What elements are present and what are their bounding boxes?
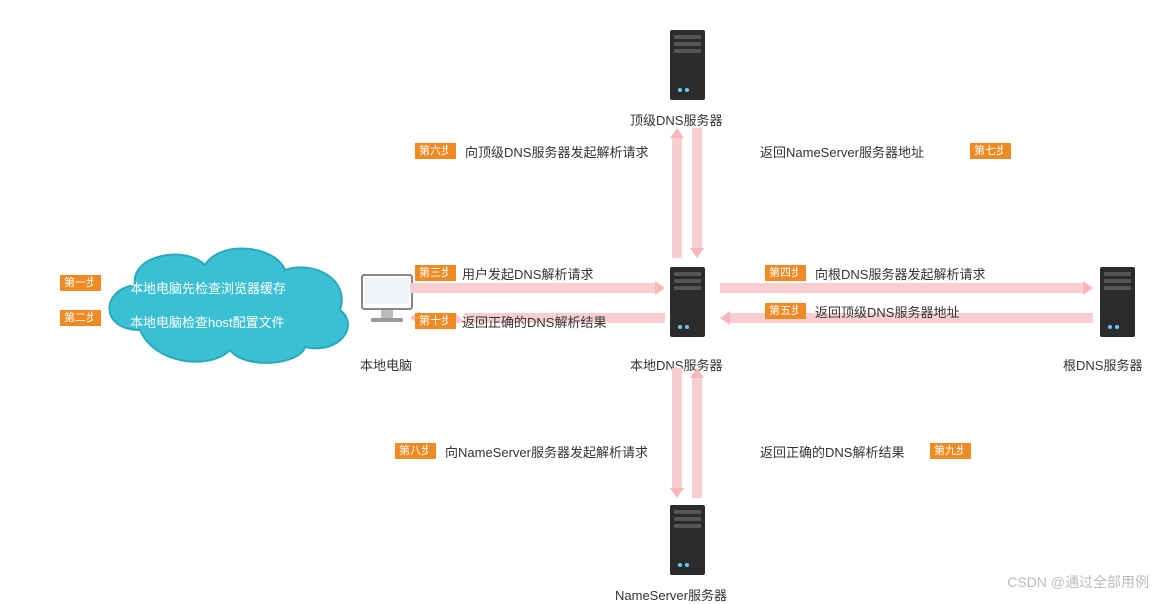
step5-tag: 第五步	[765, 303, 806, 319]
cloud-line-2: 本地电脑检查host配置文件	[130, 312, 285, 331]
step2-tag: 第二步	[60, 310, 101, 326]
step4-tag: 第四步	[765, 265, 806, 281]
step8-text: 向NameServer服务器发起解析请求	[445, 442, 648, 461]
step8-tag: 第八步	[395, 443, 436, 459]
step6-tag: 第六步	[415, 143, 456, 159]
step9-tag: 第九步	[930, 443, 971, 459]
step7-tag: 第七步	[970, 143, 1011, 159]
arrow-step9	[692, 378, 702, 498]
root-dns-icon	[1095, 262, 1140, 342]
top-dns-label: 顶级DNS服务器	[630, 110, 722, 129]
local-pc-label: 本地电脑	[360, 355, 412, 374]
step1-tag: 第一步	[60, 275, 101, 291]
name-server-icon	[665, 500, 710, 580]
step4-text: 向根DNS服务器发起解析请求	[815, 264, 985, 283]
root-dns-label: 根DNS服务器	[1063, 355, 1142, 374]
step5-text: 返回顶级DNS服务器地址	[815, 302, 959, 321]
arrow-step4	[720, 283, 1083, 293]
step3-text: 用户发起DNS解析请求	[462, 264, 593, 283]
arrow-step7	[692, 128, 702, 248]
local-dns-icon	[665, 262, 710, 342]
step10-tag: 第十步	[415, 313, 456, 329]
step3-tag: 第三步	[415, 265, 456, 281]
cache-cloud	[90, 235, 360, 373]
arrow-step3	[410, 283, 655, 293]
step9-text: 返回正确的DNS解析结果	[760, 442, 904, 461]
name-server-label: NameServer服务器	[615, 585, 727, 604]
arrow-step8	[672, 368, 682, 488]
cloud-line-1: 本地电脑先检查浏览器缓存	[130, 278, 286, 297]
arrow-step6	[672, 138, 682, 258]
step10-text: 返回正确的DNS解析结果	[462, 312, 606, 331]
step7-text: 返回NameServer服务器地址	[760, 142, 924, 161]
local-pc-icon	[357, 270, 417, 333]
watermark: CSDN @通过全部用例	[1007, 572, 1149, 592]
top-dns-icon	[665, 25, 710, 105]
step6-text: 向顶级DNS服务器发起解析请求	[465, 142, 648, 161]
